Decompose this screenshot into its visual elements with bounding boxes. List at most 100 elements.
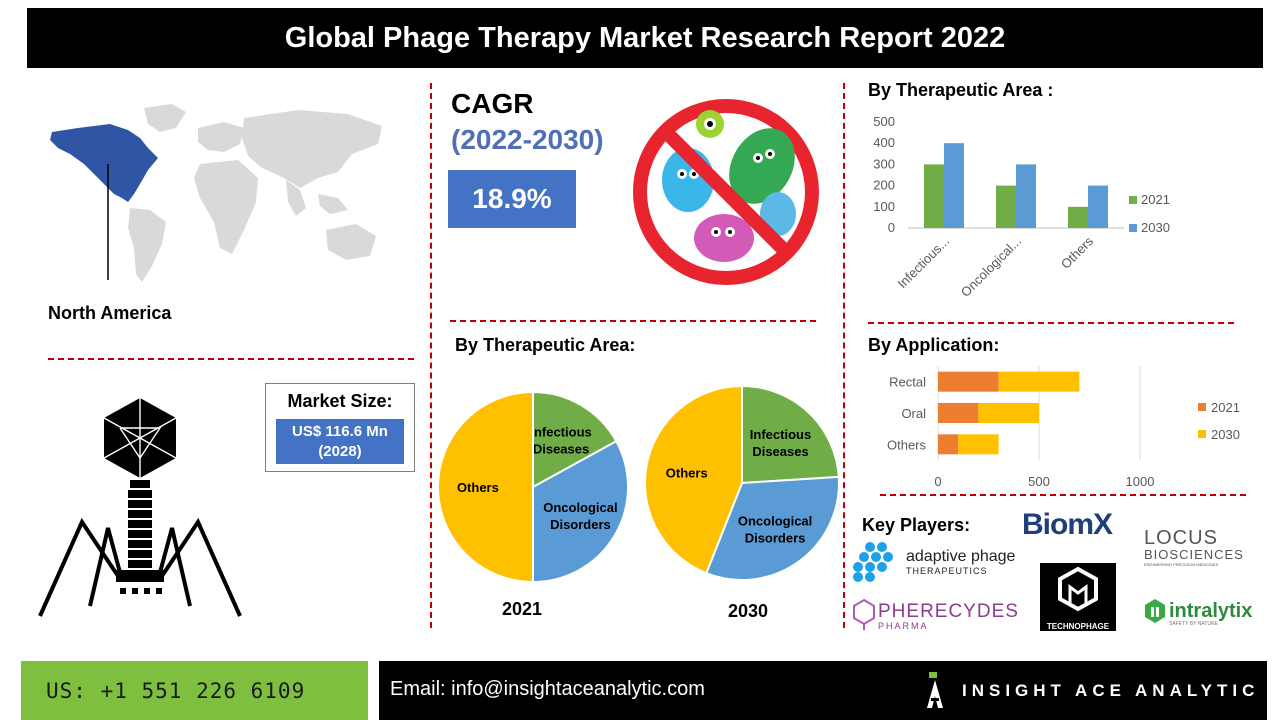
pie-slice-label-0-line2: Diseases (752, 444, 808, 459)
cagr-period: (2022-2030) (451, 124, 604, 155)
adaptive-phage-icon (853, 542, 893, 582)
biomx-logo: BiomX (1022, 508, 1113, 542)
pherecydes-icon (853, 598, 875, 630)
market-size-year: (2028) (318, 443, 362, 460)
y-tick-label: 100 (873, 199, 895, 214)
y-tick-label: 500 (873, 114, 895, 129)
legend-swatch-2021 (1198, 403, 1206, 411)
footer-brand: INSIGHT ACE ANALYTIC (962, 681, 1260, 700)
y-tick-label: 200 (873, 178, 895, 193)
footer-phone: US: +1 551 226 6109 (21, 661, 368, 720)
x-tick-label: 1000 (1126, 474, 1155, 489)
pie-slice-label-0: Infectious (530, 425, 591, 440)
application-bar-chart: 0 500 1000 Rectal Oral Others 2021 2030 (887, 366, 1240, 489)
pie-slice-1 (532, 439, 629, 584)
locus-logo-line2: BIOSCIENCES (1144, 547, 1244, 562)
x-tick-label: 0 (934, 474, 941, 489)
bar-2021-1 (996, 185, 1016, 228)
legend-swatch-2030 (1198, 430, 1206, 438)
market-size-amount: US$ 116.6 Mn (292, 423, 388, 440)
y-tick-label: Oral (901, 406, 926, 421)
pherecydes-logo: PHERECYDES PHARMA (878, 602, 1019, 631)
page-title: Global Phage Therapy Market Research Rep… (27, 8, 1263, 68)
locus-logo-tagline: ENGINEERING PRECISION MEDICINES (1144, 562, 1219, 567)
biomx-logo-text: BiomX (1022, 508, 1113, 541)
horizontal-divider-center (450, 320, 816, 322)
bar-2021-Others (938, 434, 959, 455)
application-title: By Application: (868, 335, 1000, 355)
pie-2021-year: 2021 (502, 599, 543, 619)
y-tick-label: Rectal (889, 375, 926, 390)
intralytix-icon (1145, 599, 1165, 623)
vertical-divider-right (843, 83, 845, 628)
x-tick-label: Infectious... (895, 234, 953, 292)
horizontal-divider-right-mid (880, 494, 1246, 496)
bar-2030-Rectal (998, 371, 1080, 392)
y-tick-label: 300 (873, 156, 895, 171)
intralytix-tagline: SAFETY BY NATURE (1169, 621, 1218, 627)
therapeutic-area-bar-chart: 0 100 200 300 400 500 Infectious... Oncological… (873, 114, 1170, 300)
cagr-value: 18.9% (448, 170, 576, 228)
bar-2030-1 (1016, 164, 1036, 228)
bacteriophage-icon (38, 398, 242, 617)
pie-therapeutic-title: By Therapeutic Area: (455, 335, 636, 355)
legend-label-2030: 2030 (1141, 220, 1170, 235)
locus-logo-line1: LOCUS (1144, 527, 1218, 549)
pie-slice-label-1: Oncological (543, 500, 617, 515)
market-size-value: US$ 116.6 Mn (2028) (276, 419, 404, 464)
footer-phone-text: US: +1 551 226 6109 (46, 678, 306, 703)
x-tick-label: Others (1058, 233, 1097, 272)
pie-slice-0 (532, 390, 618, 489)
legend-label-2021: 2021 (1141, 192, 1170, 207)
pie-slice-label-2: Others (457, 480, 499, 495)
pie-slice-label-0: Infectious (750, 427, 811, 442)
insight-ace-logo-icon (927, 672, 943, 708)
pie-slice-label-1-line2: Disorders (745, 531, 806, 546)
pie-chart-2030: Infectious Diseases Oncological Disorders Ot… (644, 384, 840, 581)
adaptive-phage-logo: adaptive phage THERAPEUTICS (906, 548, 1015, 577)
bar-2030-Others (958, 434, 999, 455)
footer-email[interactable]: Email: info@insightaceanalytic.com (390, 678, 705, 700)
no-bacteria-icon (633, 99, 819, 285)
pie-chart-2021: Infectious Diseases Oncological Disorders Ot… (437, 390, 629, 584)
bar-2030-Oral (978, 403, 1039, 423)
x-tick-label: Oncological... (958, 234, 1024, 300)
market-size-label: Market Size: (287, 391, 393, 411)
pie-slice-label-1-line2: Disorders (550, 517, 611, 532)
world-map (50, 104, 382, 282)
footer-bar (379, 661, 1267, 720)
cagr-title: CAGR (451, 88, 534, 119)
pie-slice-2 (437, 390, 534, 584)
bar-2030-2 (1088, 185, 1108, 228)
locus-logo: LOCUS BIOSCIENCES ENGINEERING PRECISION … (1144, 528, 1244, 568)
bar-2021-2 (1068, 206, 1088, 228)
technophage-logo: TECHNOPHAGE (1040, 563, 1116, 631)
bar-2021-Rectal (938, 371, 999, 392)
pie-slice-0 (741, 384, 840, 485)
intralytix-logo: intralytix SAFETY BY NATURE (1169, 601, 1252, 628)
bar-therapeutic-title: By Therapeutic Area : (868, 80, 1054, 100)
bar-2030-0 (944, 143, 964, 228)
vertical-divider-left (430, 83, 432, 628)
key-players-title: Key Players: (862, 515, 971, 535)
bar-2021-0 (924, 164, 944, 228)
technophage-text: TECHNOPHAGE (1046, 622, 1110, 631)
adaptive-phage-line1: adaptive phage (906, 548, 1016, 565)
legend-label-2021: 2021 (1211, 400, 1240, 415)
pherecydes-line1: PHERECYDES (878, 601, 1019, 622)
legend-swatch-2021 (1129, 196, 1137, 204)
horizontal-divider-map (48, 358, 414, 360)
bar-2021-Oral (938, 403, 979, 423)
region-label: North America (48, 303, 172, 323)
intralytix-text: intralytix (1169, 600, 1253, 622)
pie-slice-label-2: Others (666, 465, 708, 480)
legend-swatch-2030 (1129, 224, 1137, 232)
x-tick-label: 500 (1028, 474, 1050, 489)
pie-slice-label-0-line2: Diseases (533, 442, 589, 457)
page-title-text: Global Phage Therapy Market Research Rep… (284, 21, 1006, 54)
pie-2030-year: 2030 (728, 601, 769, 621)
adaptive-phage-line2: THERAPEUTICS (906, 566, 988, 576)
y-tick-label: Others (887, 437, 927, 452)
market-size-box: Market Size: US$ 116.6 Mn (2028) (265, 383, 415, 472)
north-america-shape (50, 124, 158, 202)
